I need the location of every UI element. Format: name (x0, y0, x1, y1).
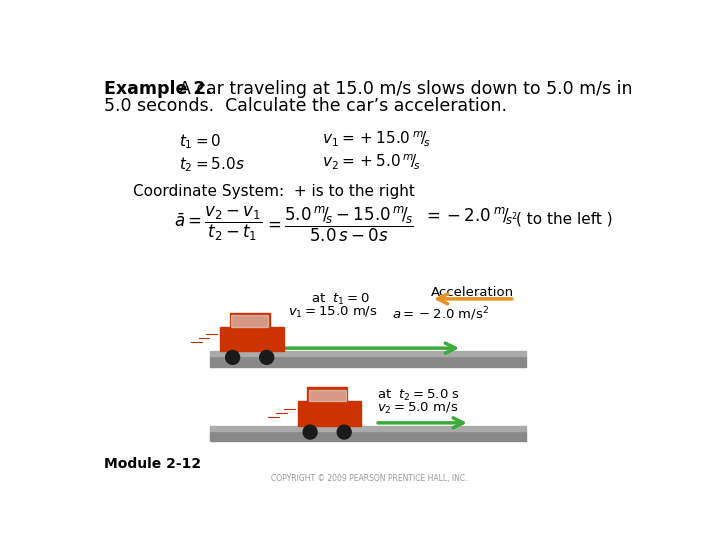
Bar (230, 313, 270, 328)
Text: $t_1 = 0$: $t_1 = 0$ (179, 132, 222, 151)
Text: Module 2-12: Module 2-12 (104, 457, 201, 471)
Text: 5.0 seconds.  Calculate the car’s acceleration.: 5.0 seconds. Calculate the car’s acceler… (104, 97, 507, 115)
Text: $= \dfrac{5.0\,\mathit{^m\!/\!_s} - 15.0\,\mathit{^m\!/\!_s}}{5.0\,s - 0s}$: $= \dfrac{5.0\,\mathit{^m\!/\!_s} - 15.0… (264, 205, 414, 244)
Bar (231, 315, 269, 327)
Text: Coordinate System:  + is to the right: Coordinate System: + is to the right (132, 184, 415, 199)
Text: $\bar{a} = \dfrac{v_2 - v_1}{t_2 - t_1}$: $\bar{a} = \dfrac{v_2 - v_1}{t_2 - t_1}$ (174, 205, 262, 243)
Bar (210, 351, 526, 356)
Bar (307, 387, 347, 403)
Text: COPYRIGHT © 2009 PEARSON PRENTICE HALL, INC.: COPYRIGHT © 2009 PEARSON PRENTICE HALL, … (271, 475, 467, 483)
Text: $t_2 = 5.0s$: $t_2 = 5.0s$ (179, 156, 245, 174)
Text: at  $t_1 = 0$: at $t_1 = 0$ (311, 292, 370, 307)
Text: $v_1 = +15.0\,\mathit{^m\!/\!_s}$: $v_1 = +15.0\,\mathit{^m\!/\!_s}$ (323, 130, 431, 149)
Text: $v_2 = 5.0$ m/s: $v_2 = 5.0$ m/s (377, 401, 458, 416)
Bar (220, 327, 284, 351)
Bar (210, 426, 526, 430)
Bar (210, 430, 526, 441)
Text: at  $t_2 = 5.0$ s: at $t_2 = 5.0$ s (377, 388, 460, 403)
Text: A car traveling at 15.0 m/s slows down to 5.0 m/s in: A car traveling at 15.0 m/s slows down t… (168, 80, 632, 98)
Text: $v_1 = 15.0$ m/s: $v_1 = 15.0$ m/s (287, 305, 377, 320)
Circle shape (260, 350, 274, 365)
Bar (210, 356, 526, 367)
Text: $= -2.0\,\mathit{^m\!/\!_{s^2}}$: $= -2.0\,\mathit{^m\!/\!_{s^2}}$ (423, 205, 518, 226)
Text: Example 2.: Example 2. (104, 80, 212, 98)
Bar (297, 401, 361, 426)
Bar (309, 390, 346, 401)
Text: ( to the left ): ( to the left ) (516, 211, 613, 226)
Circle shape (303, 425, 317, 439)
Text: $a = -2.0$ m/s$^2$: $a = -2.0$ m/s$^2$ (392, 305, 490, 322)
Circle shape (337, 425, 351, 439)
Circle shape (225, 350, 240, 365)
Text: $v_2 = +5.0\,\mathit{^m\!/\!_s}$: $v_2 = +5.0\,\mathit{^m\!/\!_s}$ (323, 153, 422, 172)
Text: Acceleration: Acceleration (431, 286, 514, 299)
